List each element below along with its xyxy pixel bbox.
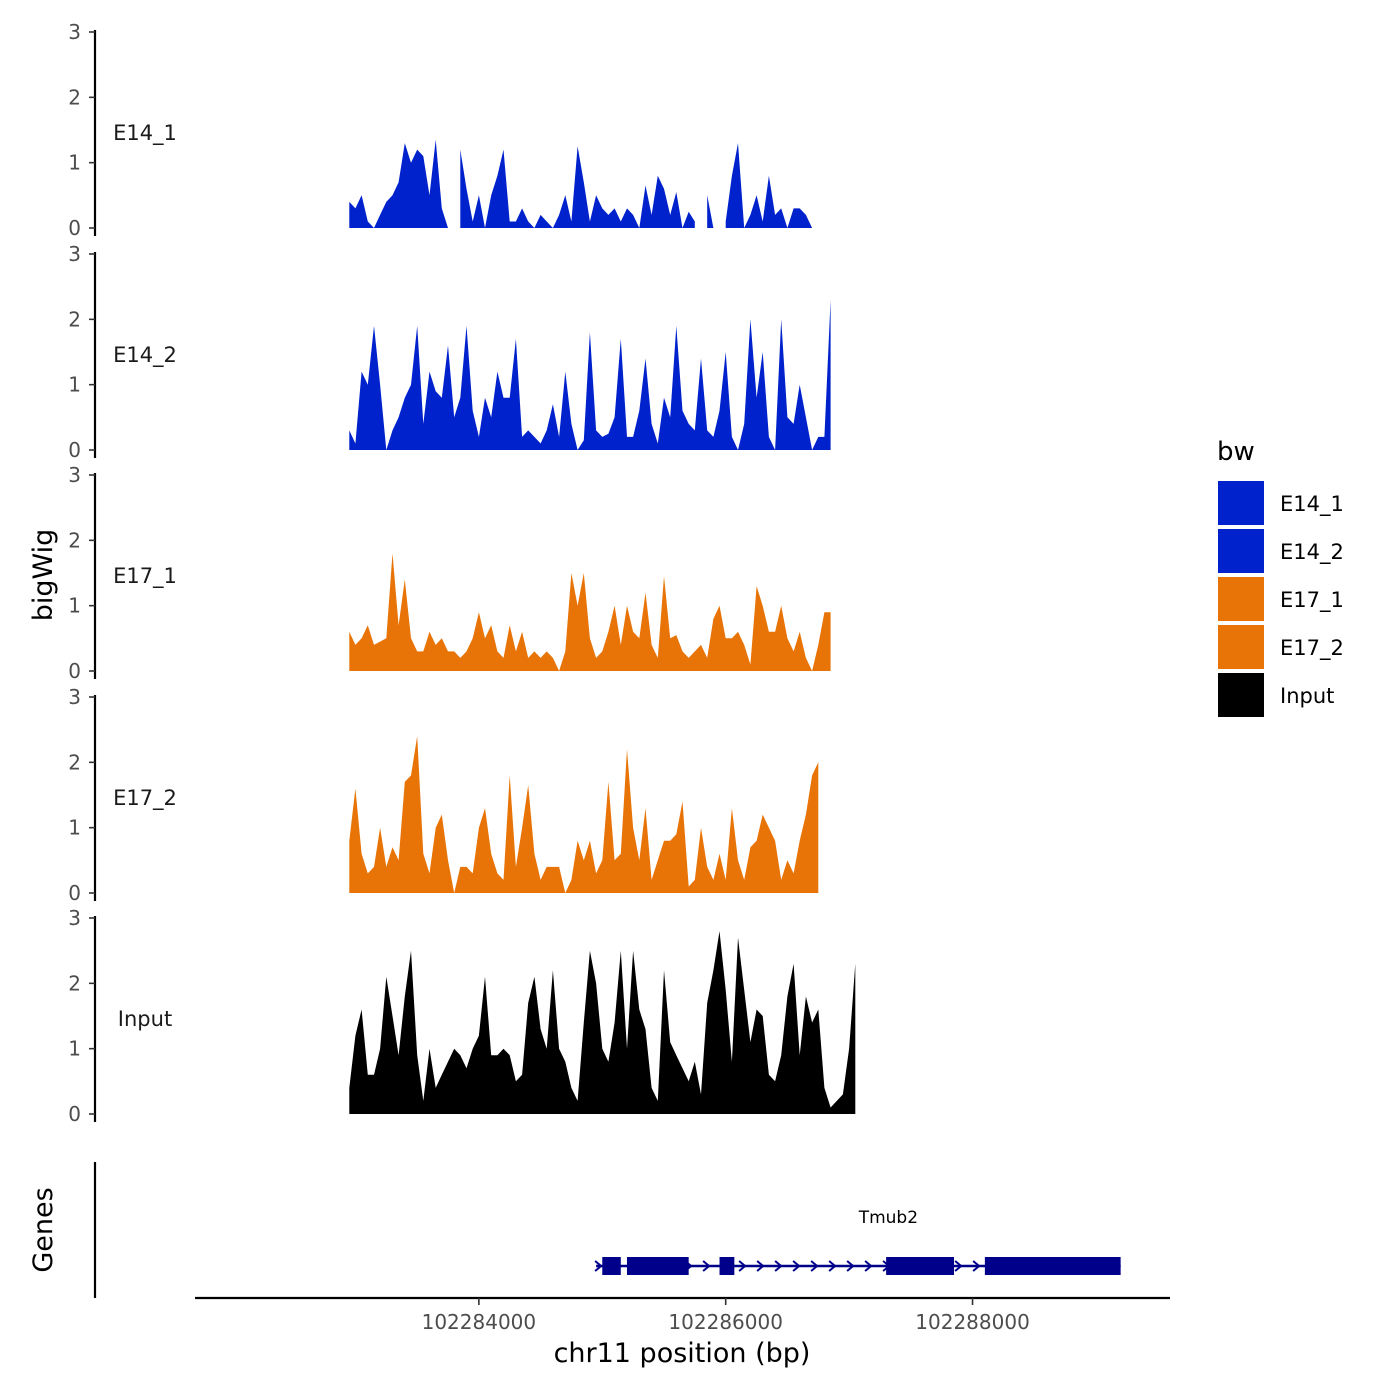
exon (626, 1257, 689, 1275)
y-tick-label: 1 (68, 373, 81, 397)
x-axis-title: chr11 position (bp) (554, 1338, 811, 1369)
coverage-area (349, 553, 831, 671)
legend-item: E17_2 (1218, 625, 1344, 669)
legend-label: Input (1280, 684, 1334, 708)
track-e14-2: 0 1 2 3 E14_2 (68, 242, 831, 462)
track-input: 0 1 2 3 Input (68, 906, 856, 1126)
strand-arrow (594, 1260, 603, 1272)
track-panels: 0 1 2 3 E14_1 0 1 2 3 E14_2 0 1 2 3 E17_1 0 1 2 3 E17_2 0 1 2 3… (68, 20, 856, 1126)
strand-arrow (972, 1260, 981, 1272)
legend-item: E17_1 (1218, 577, 1344, 621)
y-tick-label: 2 (68, 528, 81, 552)
legend-title: bw (1217, 437, 1255, 467)
legend-label: E14_2 (1280, 540, 1344, 565)
legend-swatch (1218, 625, 1264, 669)
x-tick-label: 102288000 (915, 1310, 1030, 1334)
y-tick-label: 0 (68, 659, 81, 683)
strand-arrow (702, 1260, 711, 1272)
legend-swatch (1218, 529, 1264, 573)
y-tick-label: 0 (68, 438, 81, 462)
exon (719, 1257, 735, 1275)
y-tick-label: 1 (68, 1037, 81, 1061)
legend-label: E17_1 (1280, 588, 1344, 613)
coverage-area (707, 195, 714, 228)
strand-arrow (954, 1260, 963, 1272)
strand-arrow (828, 1260, 837, 1272)
track-label: Input (118, 1007, 172, 1031)
y-tick-label: 3 (68, 242, 81, 266)
y-tick-label: 2 (68, 307, 81, 331)
gene-track: Tmub2 (93, 1162, 1121, 1298)
y-tick-label: 0 (68, 1102, 81, 1126)
x-axis: 102284000 102286000 102288000 (195, 1296, 1170, 1334)
legend-swatch (1218, 673, 1264, 717)
coverage-area (725, 143, 813, 228)
legend-swatch (1218, 481, 1264, 525)
y-tick-label: 3 (68, 685, 81, 709)
strand-arrow (756, 1260, 765, 1272)
strand-arrow (846, 1260, 855, 1272)
track-e17-2: 0 1 2 3 E17_2 (68, 685, 819, 905)
track-label: E14_2 (113, 343, 177, 368)
x-tick-label: 102286000 (668, 1310, 783, 1334)
y-tick-label: 0 (68, 216, 81, 240)
y-tick-label: 3 (68, 463, 81, 487)
gene-label: Tmub2 (858, 1208, 918, 1228)
legend-item: E14_2 (1218, 529, 1344, 573)
legend-label: E14_1 (1280, 492, 1344, 517)
strand-arrow (774, 1260, 783, 1272)
y-tick-label: 3 (68, 20, 81, 44)
strand-arrow (810, 1260, 819, 1272)
coverage-area (349, 736, 819, 893)
exon (984, 1257, 1121, 1275)
y-tick-label: 3 (68, 906, 81, 930)
strand-arrow (792, 1260, 801, 1272)
gene-track-title: Genes (28, 1187, 59, 1272)
legend: bw E14_1 E14_2 E17_1 E17_2 Input (1217, 437, 1344, 717)
coverage-area (349, 931, 856, 1114)
y-tick-label: 1 (68, 151, 81, 175)
exon (886, 1257, 955, 1275)
exon (602, 1257, 621, 1275)
coverage-area (349, 299, 831, 450)
track-label: E14_1 (113, 121, 177, 146)
track-e17-1: 0 1 2 3 E17_1 (68, 463, 831, 683)
legend-label: E17_2 (1280, 636, 1344, 661)
legend-swatch (1218, 577, 1264, 621)
y-tick-label: 1 (68, 594, 81, 618)
coverage-area (349, 139, 448, 228)
legend-item: Input (1218, 673, 1334, 717)
strand-arrow (738, 1260, 747, 1272)
y-tick-label: 0 (68, 881, 81, 905)
y-tick-label: 1 (68, 816, 81, 840)
coverage-area (460, 146, 695, 228)
y-tick-label: 2 (68, 971, 81, 995)
track-e14-1: 0 1 2 3 E14_1 (68, 20, 813, 240)
legend-item: E14_1 (1218, 481, 1344, 525)
y-tick-label: 2 (68, 750, 81, 774)
y-axis-title: bigWig (28, 529, 59, 622)
y-tick-label: 2 (68, 85, 81, 109)
strand-arrow (864, 1260, 873, 1272)
gene-model: Tmub2 (594, 1208, 1121, 1275)
track-label: E17_2 (113, 786, 177, 811)
x-tick-label: 102284000 (422, 1310, 537, 1334)
track-label: E17_1 (113, 564, 177, 589)
